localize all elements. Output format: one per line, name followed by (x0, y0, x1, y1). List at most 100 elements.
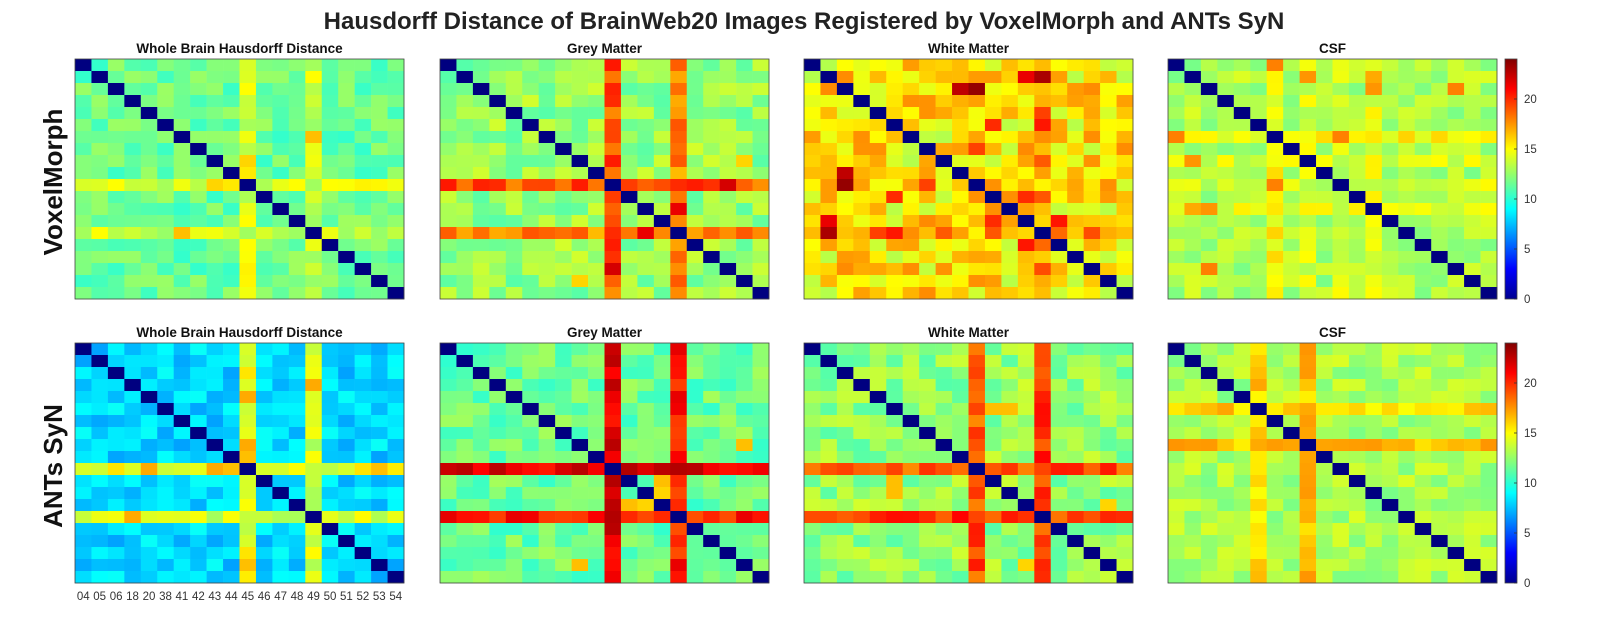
heatmap-cell (1414, 167, 1432, 180)
heatmap-cell (338, 131, 355, 144)
heatmap-cell (107, 59, 125, 72)
heatmap-cell (1001, 203, 1019, 216)
heatmap-cell (472, 131, 490, 144)
heatmap-cell (571, 499, 589, 512)
heatmap-cell (321, 119, 339, 132)
heatmap-cell (804, 107, 821, 120)
heatmap-cell (1365, 379, 1383, 392)
heatmap-cell (620, 131, 638, 144)
heatmap-cell (107, 499, 125, 512)
heatmap-cell (1233, 439, 1251, 452)
heatmap-cell (1050, 203, 1068, 216)
heatmap-cell (1414, 263, 1432, 276)
heatmap-cell (1381, 463, 1399, 476)
colorbar-tick-label: 20 (1524, 378, 1537, 390)
heatmap-cell (173, 167, 191, 180)
heatmap-cell (255, 403, 273, 416)
heatmap-cell (719, 355, 737, 368)
heatmap-cell (1001, 71, 1019, 84)
heatmap-cell (804, 227, 821, 240)
heatmap-cell (1299, 439, 1317, 452)
heatmap-cell (637, 275, 655, 288)
heatmap-cell (91, 95, 109, 108)
heatmap-cell (719, 379, 737, 392)
heatmap-cell (670, 487, 688, 500)
heatmap-cell (124, 95, 142, 108)
heatmap-cell (305, 379, 323, 392)
heatmap-cell (820, 95, 838, 108)
heatmap-cell (588, 463, 605, 476)
heatmap-ants-3 (1167, 342, 1498, 584)
heatmap-cell (1266, 287, 1284, 300)
heatmap-cell (902, 215, 920, 228)
heatmap-cell (1299, 203, 1317, 216)
heatmap-cell (1480, 547, 1498, 560)
heatmap-cell (571, 487, 589, 500)
heatmap-cell (902, 391, 920, 404)
heatmap-cell (1116, 191, 1134, 204)
heatmap-cell (1083, 203, 1101, 216)
heatmap-cell (1001, 355, 1019, 368)
heatmap-cell (919, 463, 936, 476)
heatmap-cell (1480, 475, 1498, 488)
heatmap-cell (952, 343, 969, 356)
heatmap-cell (902, 167, 920, 180)
heatmap-cell (1233, 287, 1251, 300)
heatmap-cell (1250, 263, 1267, 276)
heatmap-cell (1365, 71, 1383, 84)
heatmap-cell (489, 367, 507, 380)
heatmap-cell (1365, 475, 1383, 488)
heatmap-cell (91, 191, 109, 204)
heatmap-cell (952, 559, 969, 572)
heatmap-cell (1001, 511, 1019, 524)
heatmap-cell (140, 367, 158, 380)
heatmap-cell (952, 535, 969, 548)
heatmap-cell (1398, 355, 1416, 368)
heatmap-cell (456, 131, 474, 144)
heatmap-cell (1050, 155, 1068, 168)
heatmap-cell (1100, 143, 1117, 156)
heatmap-cell (1299, 559, 1317, 572)
heatmap-cell (1283, 523, 1300, 536)
heatmap-cell (637, 535, 655, 548)
heatmap-cell (124, 403, 142, 416)
heatmap-cell (371, 571, 388, 584)
heatmap-cell (820, 367, 838, 380)
heatmap-cell (1168, 191, 1185, 204)
heatmap-cell (255, 451, 273, 464)
heatmap-cell (538, 487, 556, 500)
heatmap-cell (321, 167, 339, 180)
heatmap-cell (190, 155, 207, 168)
heatmap-cell (173, 439, 191, 452)
heatmap-cell (853, 367, 871, 380)
heatmap-cell (1398, 535, 1416, 548)
heatmap-cell (272, 403, 290, 416)
heatmap-cell (1233, 427, 1251, 440)
heatmap-cell (1447, 167, 1465, 180)
colorbar-tick-label: 5 (1524, 244, 1530, 256)
heatmap-cell (223, 427, 240, 440)
heatmap-cell (440, 179, 457, 192)
heatmap-cell (752, 155, 770, 168)
heatmap-cell (305, 95, 323, 108)
heatmap-cell (886, 59, 903, 72)
x-tick-label: 44 (225, 591, 238, 603)
heatmap-cell (719, 131, 737, 144)
heatmap-cell (1299, 343, 1317, 356)
heatmap-cell (239, 367, 257, 380)
heatmap-cell (588, 251, 605, 264)
heatmap-cell (719, 71, 737, 84)
heatmap-cell (91, 287, 109, 300)
heatmap-cell (1233, 83, 1251, 96)
heatmap-cell (1100, 239, 1117, 252)
heatmap-cell (637, 487, 655, 500)
heatmap-cell (157, 535, 174, 548)
heatmap-cell (1184, 119, 1202, 132)
heatmap-cell (239, 475, 257, 488)
heatmap-cell (1365, 427, 1383, 440)
heatmap-cell (637, 59, 655, 72)
heatmap-cell (338, 571, 355, 584)
heatmap-cell (91, 215, 109, 228)
heatmap-cell (1398, 131, 1416, 144)
heatmap-cell (820, 71, 838, 84)
